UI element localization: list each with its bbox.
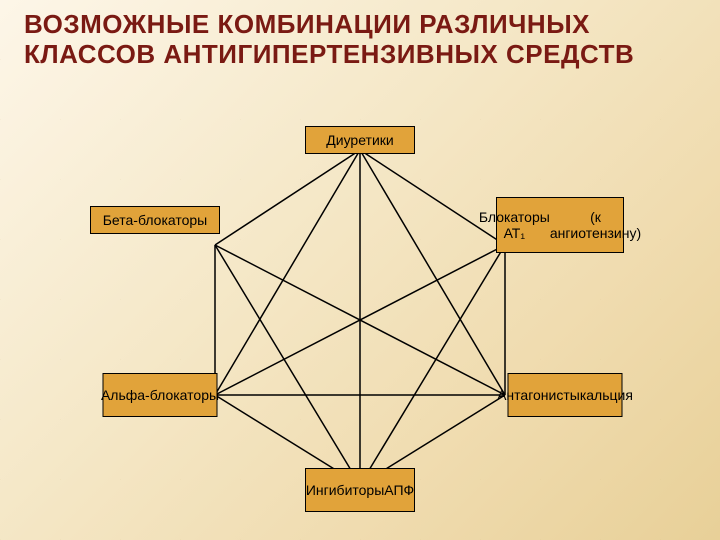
diagram-node: Альфа-блокаторы <box>103 373 218 417</box>
node-label: Диуретики <box>326 132 393 148</box>
edge <box>215 150 360 245</box>
node-label: Бета-блокаторы <box>103 212 208 228</box>
diagram-node: Антагонистыкальция <box>508 373 623 417</box>
diagram-node: Блокаторы АТ₁(к ангиотензину) <box>496 197 624 253</box>
node-label: Альфа- <box>101 387 150 403</box>
diagram-node: Бета-блокаторы <box>90 206 220 234</box>
node-label: АПФ <box>384 482 414 498</box>
node-label: кальция <box>580 387 633 403</box>
edge <box>360 245 505 485</box>
edge <box>215 245 360 485</box>
diagram-edges <box>0 0 720 540</box>
diagram-node: ИнгибиторыАПФ <box>305 468 415 512</box>
node-label: Блокаторы АТ₁ <box>479 209 550 241</box>
combination-diagram: Диуретики Блокаторы АТ₁(к ангиотензину) Ан… <box>0 0 720 540</box>
node-label: блокаторы <box>150 387 219 403</box>
node-label: Антагонисты <box>497 387 580 403</box>
node-label: (к ангиотензину) <box>550 209 641 241</box>
slide: ВОЗМОЖНЫЕ КОМБИНАЦИИ РАЗЛИЧНЫХ КЛАССОВ А… <box>0 0 720 540</box>
diagram-node: Диуретики <box>305 126 415 154</box>
node-label: Ингибиторы <box>306 482 384 498</box>
